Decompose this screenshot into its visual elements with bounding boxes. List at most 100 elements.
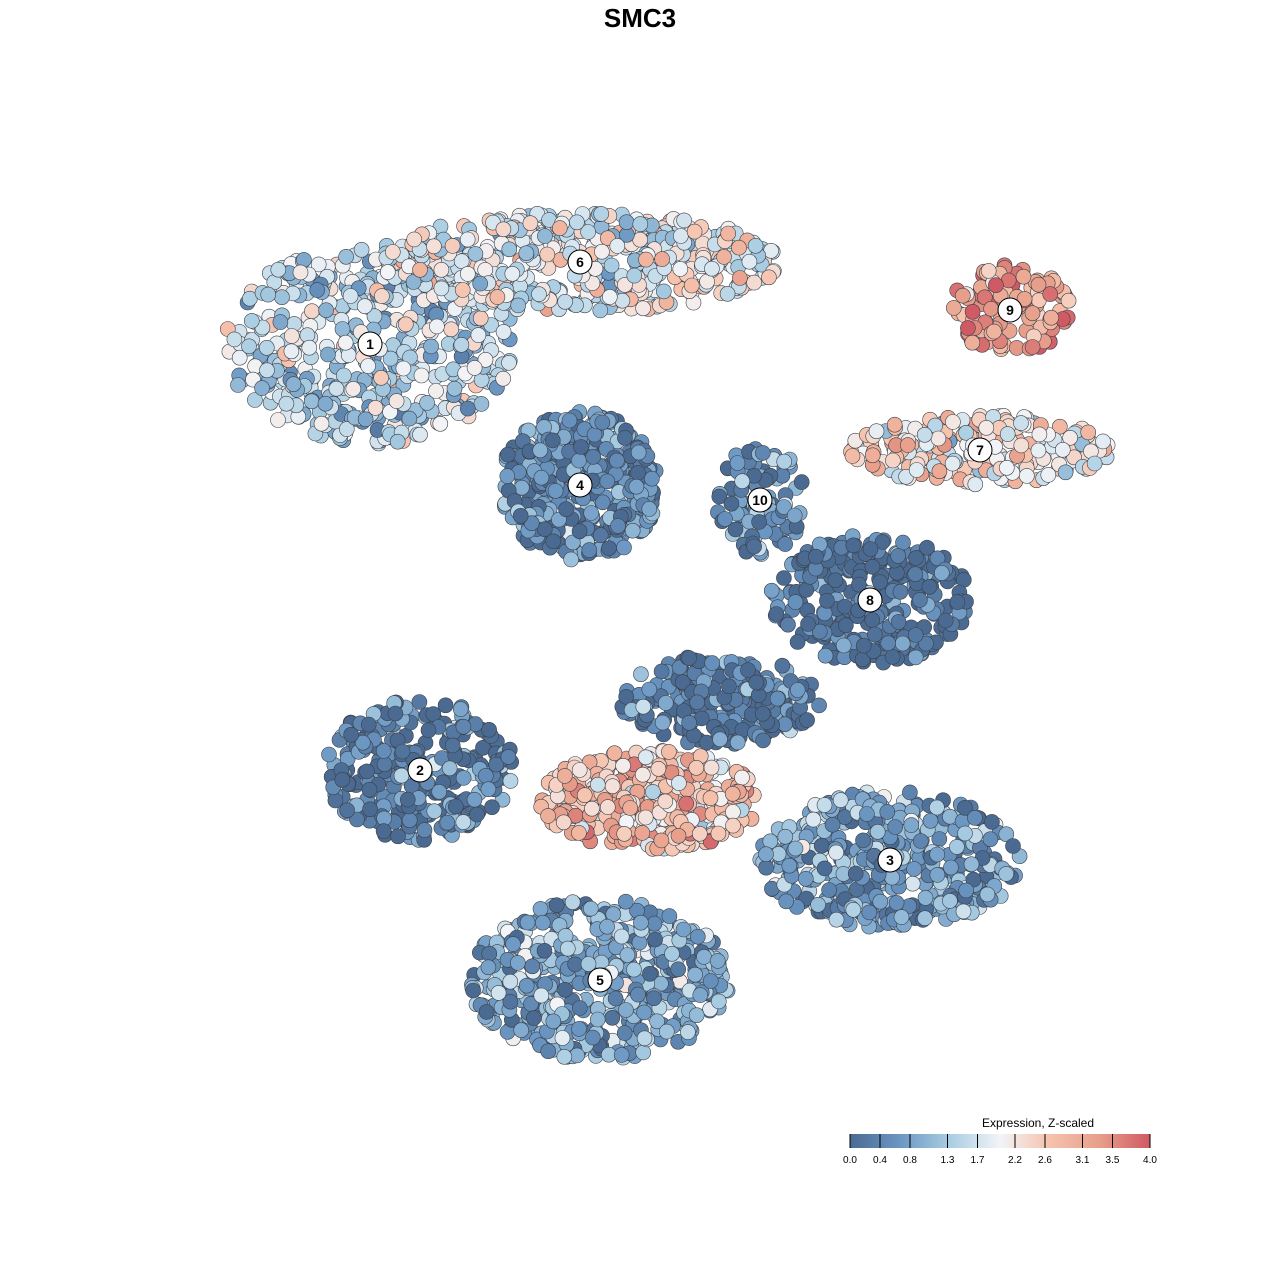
cluster-1-point	[459, 400, 476, 417]
cluster-7-point	[945, 414, 961, 430]
cluster-3-point	[810, 896, 826, 913]
cluster-7-point	[864, 447, 881, 464]
cluster-1-point	[241, 338, 257, 355]
hotspot-point	[615, 757, 631, 774]
cluster-3-point	[904, 875, 921, 892]
cluster-1-point	[334, 321, 351, 337]
cluster-8-point	[768, 606, 785, 622]
cluster-5-point	[502, 973, 519, 990]
cluster-7-point	[1095, 433, 1111, 450]
cluster-6-point	[453, 253, 470, 270]
hotspot-point	[691, 825, 708, 842]
cluster-2-point	[394, 743, 411, 760]
cluster-7-point	[1086, 455, 1103, 472]
bridge-point	[704, 655, 721, 671]
hotspot-point	[725, 817, 741, 834]
cluster-6-point	[477, 262, 494, 278]
cluster-1-point	[397, 316, 414, 333]
cluster-6-point	[539, 246, 556, 263]
cluster-8-point	[845, 537, 862, 554]
cluster-5-point	[465, 982, 481, 999]
cluster-6-point	[719, 285, 736, 302]
cluster-6-point	[676, 212, 692, 229]
cluster-5-point	[518, 977, 535, 994]
cluster-7-point	[978, 419, 995, 436]
cluster-6-point	[406, 231, 423, 248]
cluster-5-point	[613, 928, 630, 945]
cluster-1-point	[274, 289, 290, 306]
cluster-7-point	[1031, 426, 1048, 443]
cluster-4-point	[630, 444, 647, 461]
hotspot-point	[599, 799, 616, 815]
cluster-8-point	[872, 574, 888, 590]
cluster-2-point	[455, 814, 472, 830]
cluster-1-point	[301, 339, 318, 356]
cluster-1-point	[244, 313, 260, 329]
cluster-3-point	[903, 817, 920, 833]
cluster-5-point	[509, 955, 526, 971]
cluster-8-point	[919, 539, 935, 556]
cluster-8-point	[912, 592, 928, 608]
cluster-2-point	[361, 781, 378, 798]
cluster-1-point	[356, 298, 373, 315]
cluster-1-point	[357, 411, 374, 428]
hotspot-point	[710, 825, 727, 842]
cluster-2-point	[455, 718, 472, 735]
cluster-2-point	[484, 799, 500, 816]
legend-tick-label: 1.7	[971, 1155, 985, 1166]
cluster-8-point	[890, 548, 906, 564]
cluster-8-point	[808, 548, 824, 565]
cluster-1-point	[453, 336, 470, 353]
cluster-5-point	[630, 986, 646, 1003]
cluster-5-point	[582, 900, 599, 917]
cluster-6-point	[635, 300, 651, 317]
cluster-7-point	[868, 423, 885, 440]
legend-tick-label: 0.8	[903, 1155, 917, 1166]
cluster-6-point	[716, 249, 732, 265]
cluster-3-point	[888, 895, 905, 911]
cluster-10-point	[734, 473, 751, 490]
cluster-5-point	[675, 921, 692, 938]
cluster-2-point	[321, 746, 337, 763]
cluster-label-text: 3	[886, 852, 894, 868]
cluster-1-point	[466, 360, 483, 376]
cluster-6-point	[732, 270, 748, 286]
cluster-1-point	[382, 350, 399, 367]
cluster-3-point	[805, 811, 822, 828]
cluster-1-point	[278, 395, 295, 412]
cluster-6-point	[489, 289, 506, 305]
cluster-4-point	[585, 449, 602, 465]
cluster-1-point	[429, 318, 445, 335]
hotspot-point	[637, 809, 654, 826]
bridge-point	[774, 657, 791, 674]
cluster-label-5: 5	[587, 967, 613, 993]
cluster-1-point	[360, 358, 376, 374]
legend-title: Expression, Z-scaled	[982, 1116, 1094, 1130]
cluster-3-point	[917, 910, 933, 927]
cluster-7-point	[999, 426, 1016, 442]
legend-tick-label: 0.4	[873, 1155, 887, 1166]
cluster-7-point	[885, 452, 901, 469]
cluster-5-point	[670, 961, 687, 978]
cluster-2-point	[359, 763, 375, 780]
cluster-6-point	[632, 216, 649, 232]
cluster-3-point	[967, 810, 983, 826]
cluster-2-point	[416, 822, 433, 838]
cluster-5-point	[557, 981, 573, 998]
cluster-6-point	[603, 257, 620, 274]
cluster-1-point	[328, 380, 345, 397]
cluster-3-point	[816, 860, 833, 877]
bridge-point	[674, 674, 691, 691]
cluster-8-point	[880, 635, 897, 652]
cluster-6-point	[384, 244, 401, 260]
cluster-6-point	[444, 238, 461, 254]
cluster-5-point	[626, 961, 642, 978]
cluster-1-point	[401, 410, 418, 427]
cluster-3-point	[955, 903, 972, 920]
hotspot-point	[584, 800, 600, 817]
cluster-5-point	[661, 908, 678, 924]
scatter-points	[220, 206, 1116, 1066]
legend-tick-label: 2.6	[1038, 1155, 1052, 1166]
cluster-2-point	[431, 783, 448, 800]
cluster-1-point	[309, 282, 326, 298]
